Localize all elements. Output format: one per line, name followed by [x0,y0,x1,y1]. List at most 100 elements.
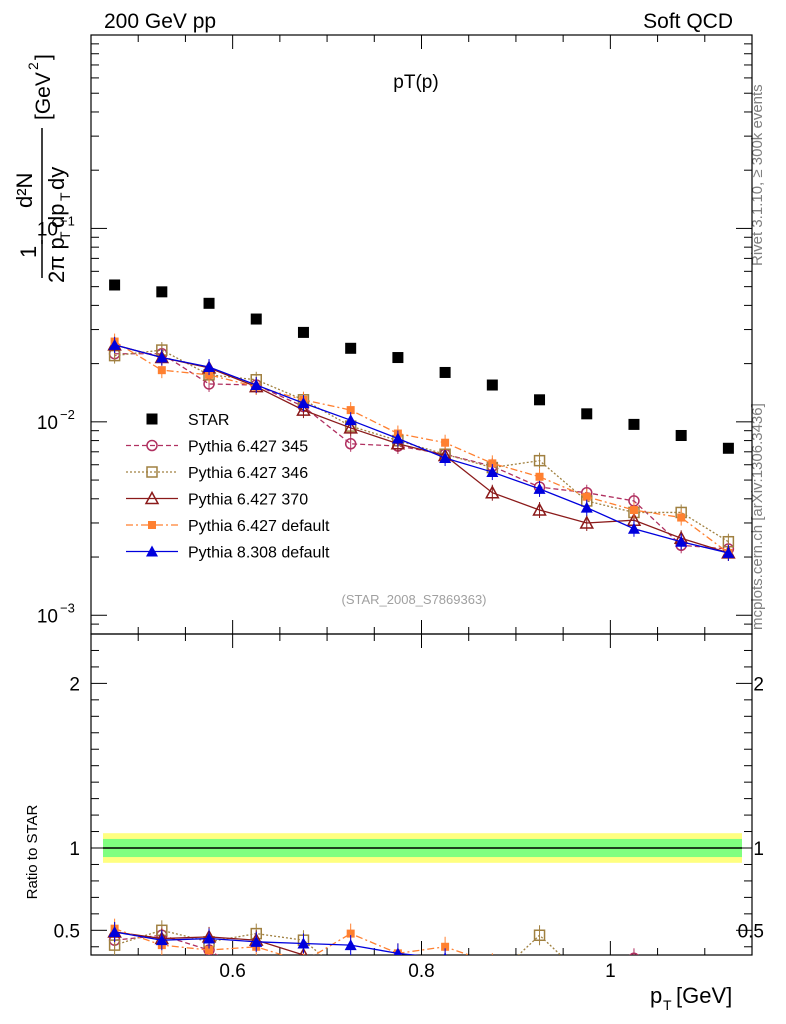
analysis-tag: (STAR_2008_S7869363) [341,592,486,607]
ratio-point-p345 [629,952,639,955]
series-star [109,279,734,454]
data-point-star [628,418,640,430]
y-tick-label-base: 10 [37,413,58,434]
x-tick-label: 1 [605,961,616,982]
ratio-y-tick-label: 2 [69,674,80,695]
side-text-bottom: mcplots.cern.ch [arXiv:1306.3436] [749,403,766,630]
data-point-p370 [485,485,500,499]
ratio-point-p8 [203,932,216,944]
ratio-point-pdef [441,942,450,951]
svg-text:d²N: d²N [12,173,37,208]
data-point-p370 [296,402,311,416]
data-point-star [439,366,451,378]
data-point-star [109,279,121,291]
legend: STAR Pythia 6.427 345 Pythia 6.427 346 Pyth… [126,412,330,562]
svg-text:[GeV: [GeV [32,72,55,120]
data-point-pdef [582,492,591,501]
y-tick-label-base: 10 [37,606,58,627]
ratio-series-p8 [108,921,447,955]
ratio-series-layer [107,918,639,967]
data-point-star [534,394,546,406]
ratio-point-p8 [443,952,447,955]
svg-text:T: T [57,231,73,240]
legend-entry-p370: Pythia 6.427 370 [126,490,308,509]
legend-entry-p346: Pythia 6.427 346 [126,465,308,482]
legend-marker [146,466,158,478]
data-point-p370 [343,420,358,434]
ratio-point-p8 [155,934,168,946]
ratio-line-pdef [114,928,471,955]
y-tick-label-base: 10 [37,219,58,240]
data-point-pdef [157,366,166,375]
legend-label: Pythia 6.427 default [188,518,330,535]
ratio-point-pdef [299,958,307,966]
data-point-p346 [533,454,546,467]
header-left: 200 GeV pp [104,10,216,33]
data-point-star [297,326,309,338]
series-line-pdef [114,341,729,554]
ratio-point-p8 [108,925,121,937]
data-point-pdef [346,406,355,415]
data-point-star [486,379,498,391]
data-point-star [392,352,404,364]
legend-entry-p345: Pythia 6.427 345 [126,439,308,456]
svg-text:1: 1 [16,246,41,258]
y-axis-label: 1 2π p T d²N dp T dy [GeV 2 ] [12,54,73,283]
legend-label: Pythia 6.427 370 [188,492,308,509]
ratio-point-p8 [393,947,403,955]
data-point-p8 [155,351,168,363]
data-point-star [581,408,593,420]
svg-text:p: p [650,983,662,1008]
data-point-star [345,342,357,354]
svg-text:T: T [57,192,73,201]
ratio-y-tick-label: 1 [753,839,764,860]
data-point-p8 [486,466,499,478]
data-point-p8 [580,501,593,513]
data-point-pdef [441,438,450,447]
series-line-p345 [114,353,729,550]
data-point-p8 [203,361,216,373]
ratio-point-p8 [250,935,263,947]
plot-title: pT(p) [393,72,438,93]
legend-marker [146,413,158,425]
ratio-point-p346 [533,929,546,941]
y-tick-label-exp: −1 [60,213,75,228]
y-tick-label: 10 −3 [37,600,75,627]
ratio-point-pdef [488,959,496,967]
legend-marker [146,545,158,557]
series-line-p370 [114,344,729,554]
ticks-layer: 0.6 0.8 110−310−210 −10.5 0.51 12 2 [37,34,764,982]
y-tick-label-exp: −3 [60,600,75,615]
svg-text:dy: dy [44,167,69,190]
data-point-p8 [250,379,263,391]
svg-text:2π p: 2π p [44,237,69,283]
legend-label: Pythia 6.427 345 [188,439,308,456]
ratio-line-p345 [114,934,219,955]
x-axis-label: p T [GeV] [650,983,732,1013]
data-point-pdef [488,459,497,468]
data-point-pdef [677,513,686,522]
data-point-p8 [439,452,452,464]
data-point-p345 [344,438,357,450]
data-point-p8 [722,546,735,558]
side-text-top: Rivet 3.1.10, ≥ 300k events [749,84,766,266]
series-line-p346 [114,349,729,543]
legend-marker [144,490,160,505]
data-point-p370 [532,502,547,516]
legend-entry-p8: Pythia 8.308 default [126,545,330,562]
data-point-p8 [391,432,404,444]
ratio-point-p8 [297,937,310,949]
y-tick-label-exp: −2 [60,407,75,422]
series-layer [107,279,736,967]
svg-text:T: T [663,997,672,1013]
y-tick-label: 10 −2 [37,407,75,434]
data-point-p8 [108,338,121,350]
ratio-line-p8 [114,931,420,955]
series-line-p8 [114,344,729,554]
data-point-p8 [344,414,357,426]
data-point-pdef [629,506,638,515]
ratio-line-p370 [114,931,305,955]
ratio-point-pdef [205,946,214,955]
x-tick-label: 0.6 [219,961,245,982]
